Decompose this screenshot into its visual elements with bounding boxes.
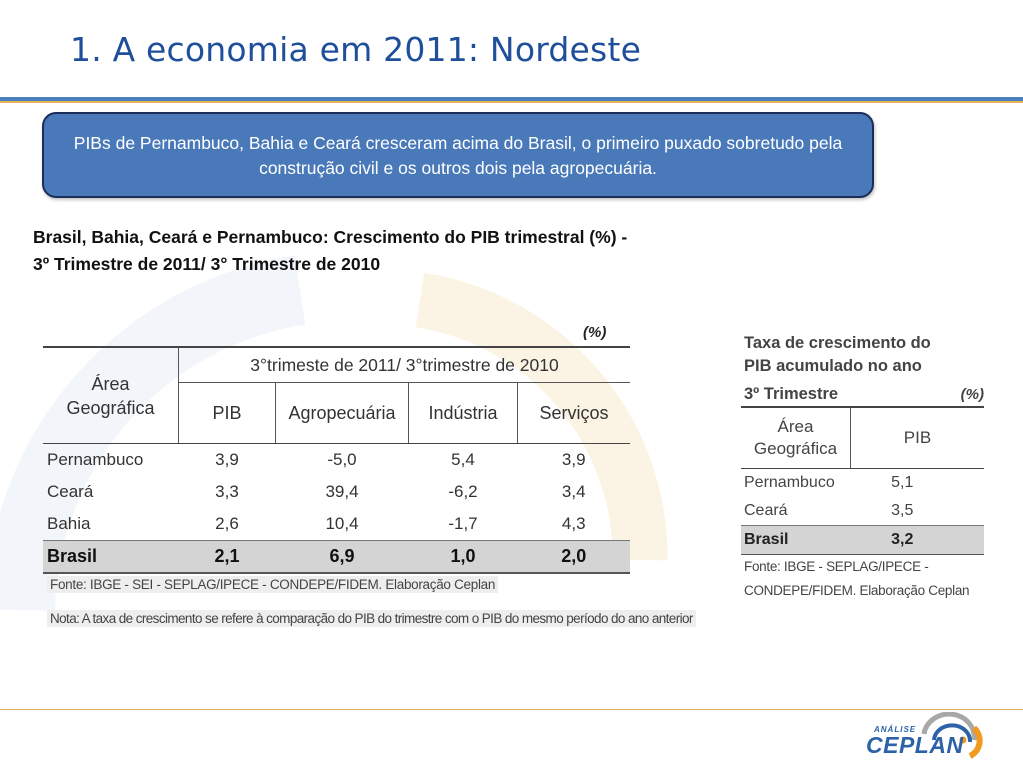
cell-servicos: 4,3 [561, 514, 586, 533]
table-row: Ceará 3,3 39,4 -6,2 3,4 [43, 476, 630, 508]
cell-pib: 3,3 [215, 482, 239, 501]
cell-pib: 5,1 [891, 474, 914, 491]
cell-industria: -6,2 [448, 482, 478, 501]
table-heading: Brasil, Bahia, Ceará e Pernambuco: Cresc… [33, 224, 833, 278]
header-area-line1: Área [91, 373, 130, 394]
logo-wordmark: CEPLAN [866, 732, 964, 758]
cell-pib: 3,5 [891, 502, 914, 519]
cell-pib: 2,6 [215, 514, 239, 533]
table-row-total: Brasil 2,1 6,9 1,0 2,0 [43, 540, 630, 574]
header-area-line2: Geográfica [753, 439, 838, 458]
header-agropecuaria: Agropecuária [275, 382, 409, 444]
table-row: Pernambuco 5,1 [741, 469, 984, 498]
table1-note: Nota: A taxa de crescimento se refere à … [47, 610, 696, 627]
ceplan-logo-swirl-icon [921, 712, 983, 759]
table-heading-line1: Brasil, Bahia, Ceará e Pernambuco: Cresc… [33, 227, 628, 247]
table-heading-line2: 3º Trimestre de 2011/ 3° Trimestre de 20… [33, 254, 381, 274]
title-divider-blue [0, 97, 1023, 101]
cell-pib: 3,2 [850, 525, 984, 555]
row-name: Pernambuco [744, 474, 835, 491]
logo-small-text: ANÁLISE [874, 725, 917, 734]
cell-servicos: 3,9 [561, 450, 586, 469]
summary-callout: PIBs de Pernambuco, Bahia e Ceará cresce… [42, 112, 874, 198]
header-pib: PIB [850, 406, 984, 469]
table1-source: Fonte: IBGE - SEI - SEPLAG/IPECE - CONDE… [47, 576, 499, 593]
table2-title-line2: PIB acumulado no ano [744, 357, 922, 375]
header-area: Área Geográfica [43, 346, 179, 444]
table2-title-line3-row: 3º Trimestre (%) [744, 385, 984, 404]
cell-agropecuaria: 39,4 [325, 482, 359, 501]
header-servicos: Serviços [517, 382, 630, 444]
table-row: Ceará 3,5 [741, 497, 984, 526]
table-row: Pernambuco 3,9 -5,0 5,4 3,9 [43, 444, 630, 477]
cell-industria: 5,4 [451, 450, 475, 469]
table2-title: Taxa de crescimento do PIB acumulado no … [744, 332, 931, 378]
header-industria: Indústria [408, 382, 518, 444]
table2-title-line1: Taxa de crescimento do [744, 334, 931, 352]
table-row: Bahia 2,6 10,4 -1,7 4,3 [43, 508, 630, 541]
header-pib: PIB [178, 382, 276, 444]
footer-divider [0, 709, 1023, 710]
header-area-line1: Área [777, 417, 814, 436]
table1-unit: (%) [583, 324, 607, 341]
row-name: Ceará [744, 502, 788, 519]
table2-source-line2: CONDEPE/FIDEM. Elaboração Ceplan [744, 583, 970, 598]
table2-source-line1: Fonte: IBGE - SEPLAG/IPECE - [744, 559, 929, 574]
header-period: 3°trimeste de 2011/ 3°trimestre de 2010 [178, 346, 630, 383]
table2-title-line3: 3º Trimestre [744, 385, 839, 403]
cell-agropecuaria: -5,0 [327, 450, 357, 469]
row-name: Brasil [43, 540, 179, 574]
cell-servicos: 2,0 [517, 540, 630, 574]
row-name: Brasil [741, 525, 851, 555]
row-name: Ceará [47, 482, 94, 501]
cell-pib: 2,1 [178, 540, 276, 574]
row-name: Pernambuco [47, 450, 144, 469]
table-row-total: Brasil 3,2 [741, 525, 984, 555]
title-divider-gold [0, 101, 1023, 103]
cell-servicos: 3,4 [561, 482, 586, 501]
ceplan-logo: ANÁLISE CEPLAN [862, 712, 987, 764]
cell-agropecuaria: 6,9 [275, 540, 409, 574]
header-area: Área Geográfica [741, 406, 851, 469]
accumulated-growth-table: Área Geográfica PIB Pernambuco 5,1 Ceará… [741, 406, 984, 555]
table2-source: Fonte: IBGE - SEPLAG/IPECE - CONDEPE/FID… [744, 555, 970, 603]
cell-agropecuaria: 10,4 [325, 514, 359, 533]
table2-unit: (%) [960, 386, 984, 403]
slide-title: 1. A economia em 2011: Nordeste [70, 30, 642, 69]
cell-industria: 1,0 [408, 540, 518, 574]
quarterly-growth-table: Área Geográfica 3°trimeste de 2011/ 3°tr… [43, 346, 630, 574]
cell-industria: -1,7 [448, 514, 478, 533]
cell-pib: 3,9 [215, 450, 239, 469]
row-name: Bahia [47, 514, 91, 533]
header-area-line2: Geográfica [66, 397, 155, 418]
